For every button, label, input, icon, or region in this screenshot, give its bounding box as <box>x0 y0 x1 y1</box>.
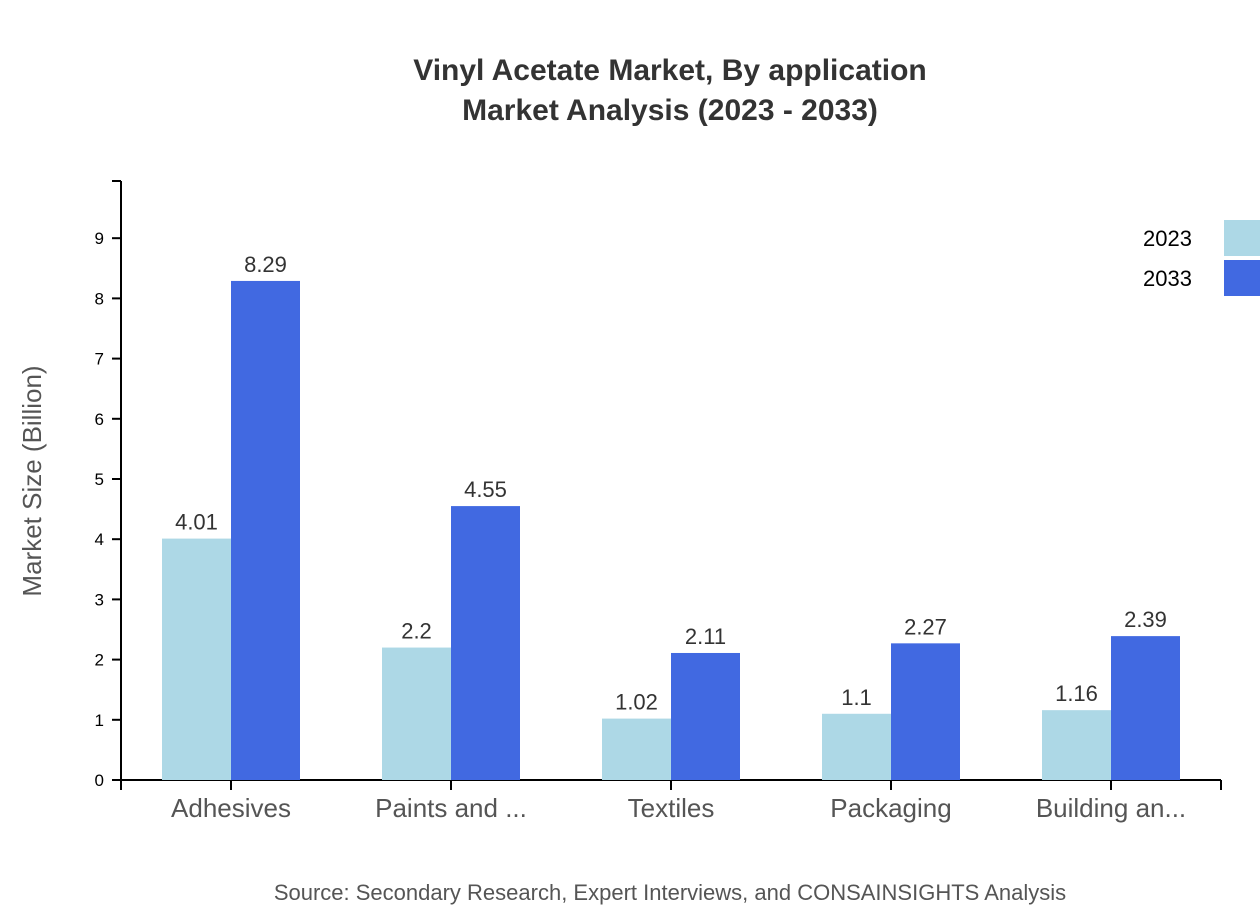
bar-2023 <box>822 713 891 780</box>
bar-2033 <box>1111 636 1180 780</box>
bar-2023 <box>162 538 231 780</box>
y-tick-label: 3 <box>95 590 104 609</box>
bar-2033 <box>451 506 520 780</box>
data-label: 1.16 <box>1055 681 1098 706</box>
data-label: 4.01 <box>175 510 218 535</box>
data-label: 1.02 <box>615 690 658 715</box>
legend: 2023 2033 <box>1143 220 1260 296</box>
legend-label: 2023 <box>1143 226 1192 251</box>
bar-2023 <box>1042 710 1111 780</box>
data-label: 2.2 <box>401 619 432 644</box>
x-tick-label: Building an... <box>1036 793 1186 823</box>
y-axis-label: Market Size (Billion) <box>17 365 47 596</box>
legend-swatch-2033 <box>1224 260 1260 296</box>
legend-swatch-2023 <box>1224 220 1260 256</box>
bars: 4.01 8.29 2.2 4.55 1.02 2.11 1.1 2.27 1.16 2.39 <box>162 252 1180 780</box>
data-label: 1.1 <box>841 685 872 710</box>
x-axis: Adhesives Paints and ... Textiles Packaging… <box>120 779 1222 823</box>
data-label: 8.29 <box>244 252 287 277</box>
data-label: 2.27 <box>904 614 947 639</box>
data-label: 2.11 <box>685 624 726 649</box>
bar-2033 <box>671 652 740 780</box>
y-tick-label: 6 <box>95 410 104 429</box>
y-tick-label: 7 <box>95 350 104 369</box>
chart-subtitle: Market Analysis (2023 - 2033) <box>462 94 878 127</box>
y-tick-label: 9 <box>95 229 104 248</box>
x-tick-label: Paints and ... <box>375 793 527 823</box>
x-tick-label: Adhesives <box>171 793 291 823</box>
y-tick-label: 4 <box>95 530 104 549</box>
y-tick-label: 5 <box>95 470 104 489</box>
y-tick-label: 8 <box>95 289 104 308</box>
bar-2023 <box>382 647 451 780</box>
x-tick-label: Packaging <box>830 793 951 823</box>
bar-2033 <box>231 280 300 780</box>
bar-2023 <box>602 718 671 780</box>
data-label: 2.39 <box>1124 607 1167 632</box>
x-tick-label: Textiles <box>628 793 715 823</box>
y-axis: 0 1 2 3 4 5 6 7 8 9 <box>95 180 122 790</box>
source-note: Source: Secondary Research, Expert Inter… <box>274 880 1066 905</box>
y-tick-label: 1 <box>95 711 104 730</box>
chart-title: Vinyl Acetate Market, By application <box>413 54 927 87</box>
data-label: 4.55 <box>464 477 507 502</box>
y-tick-label: 0 <box>95 771 104 790</box>
bar-2033 <box>891 643 960 780</box>
legend-label: 2033 <box>1143 266 1192 291</box>
y-tick-label: 2 <box>95 651 104 670</box>
